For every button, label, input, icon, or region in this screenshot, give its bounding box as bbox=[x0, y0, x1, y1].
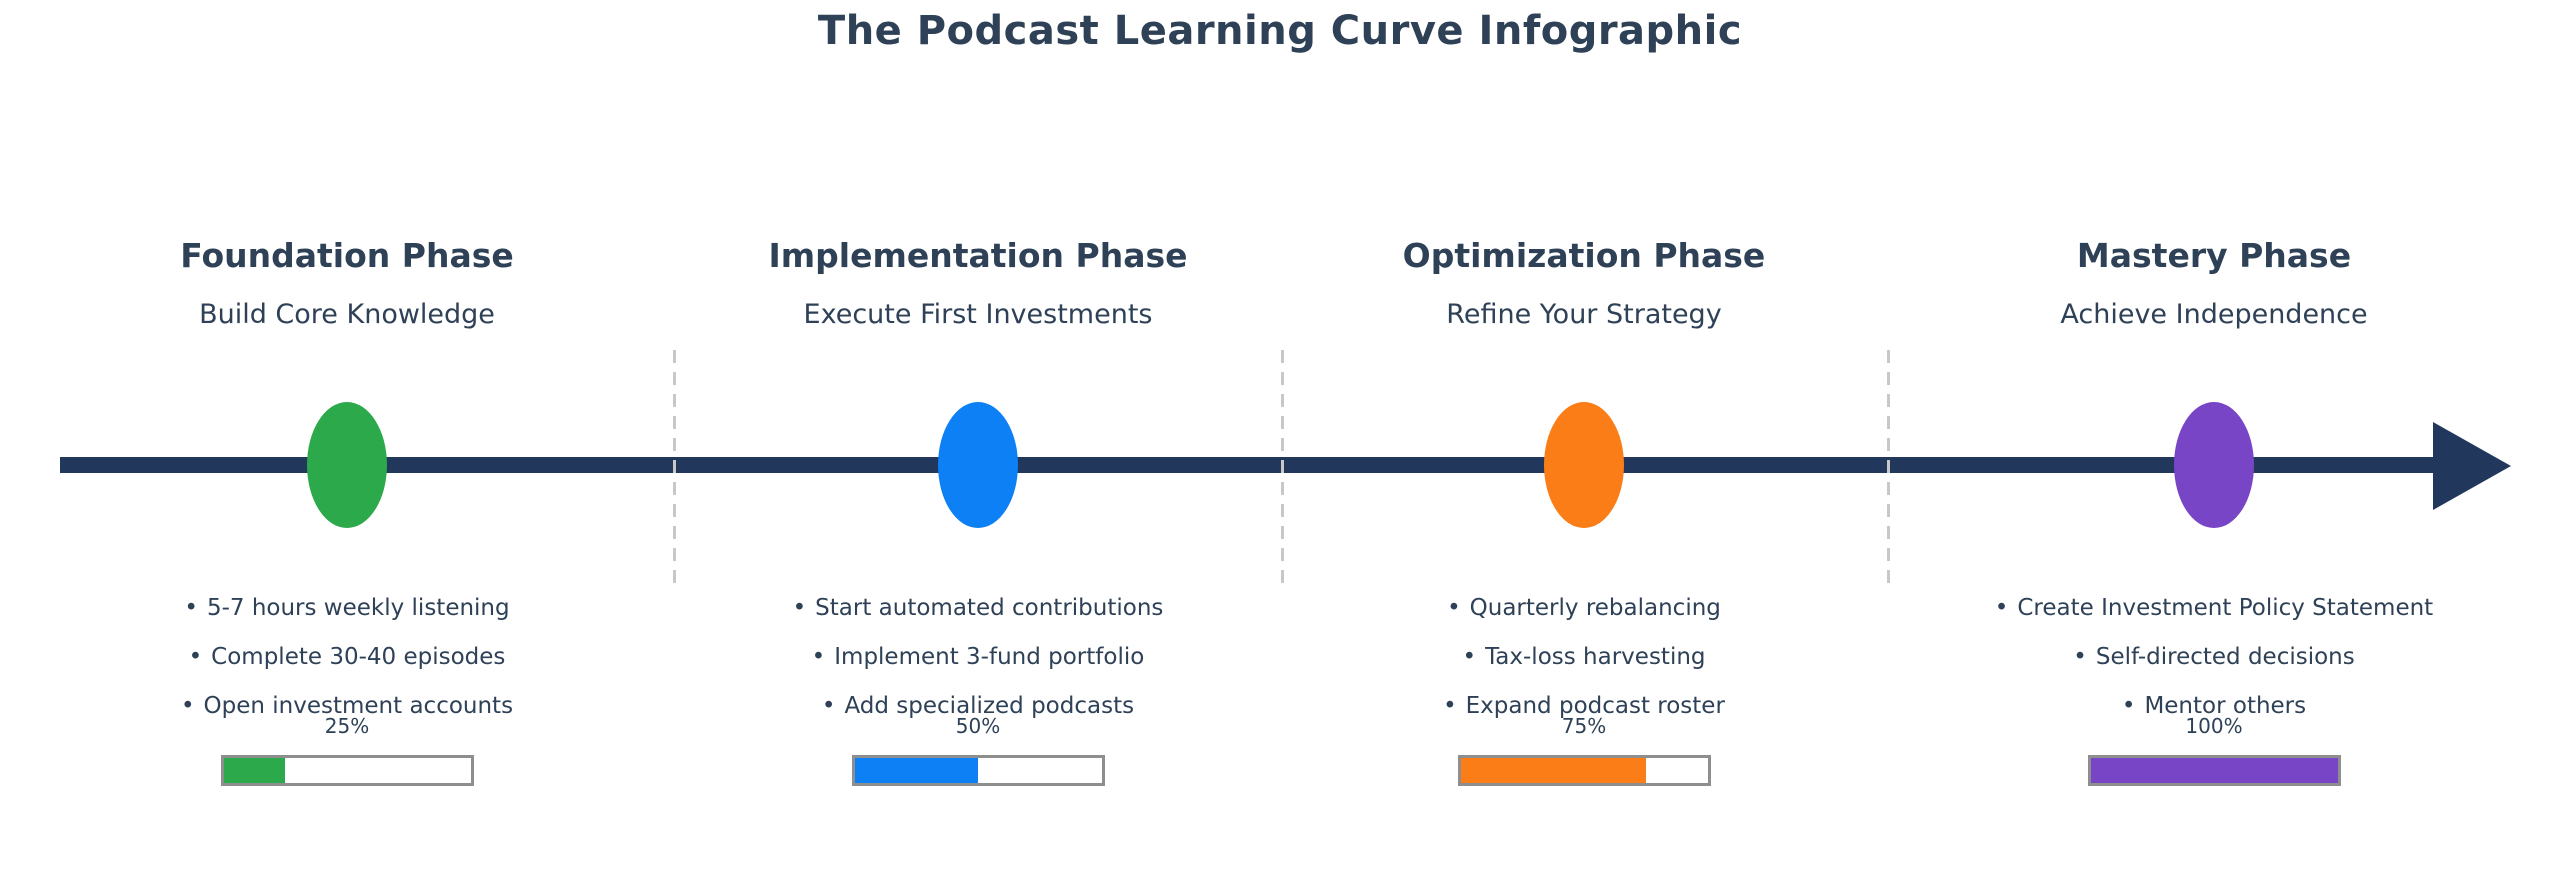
bullet-text: 5-7 hours weekly listening bbox=[206, 595, 510, 621]
bullet-dot-icon: • bbox=[188, 644, 203, 670]
milestone-ellipse-icon bbox=[2174, 402, 2254, 528]
timeline-line bbox=[60, 457, 2433, 473]
progress-percent-label: 25% bbox=[324, 714, 370, 738]
phase-name: Mastery Phase bbox=[2076, 236, 2352, 275]
phase-separator-1 bbox=[673, 350, 676, 587]
bullet-item: • Start automated contributions bbox=[678, 584, 1278, 633]
bullet-text: Quarterly rebalancing bbox=[1469, 595, 1721, 621]
phase-subtitle: Execute First Investments bbox=[803, 299, 1153, 330]
phase-name: Foundation Phase bbox=[180, 236, 514, 275]
bullet-item: • Implement 3-fund portfolio bbox=[678, 633, 1278, 682]
bullet-text: Expand podcast roster bbox=[1465, 693, 1725, 719]
phase-name: Optimization Phase bbox=[1402, 236, 1766, 275]
phase-subtitle: Refine Your Strategy bbox=[1446, 299, 1722, 330]
bullet-dot-icon: • bbox=[2121, 693, 2136, 719]
bullet-dot-icon: • bbox=[1994, 595, 2009, 621]
bullet-item: • Self-directed decisions bbox=[1914, 633, 2514, 682]
bullet-dot-icon: • bbox=[180, 693, 195, 719]
bullet-item: • Create Investment Policy Statement bbox=[1914, 584, 2514, 633]
phase-separator-2 bbox=[1281, 350, 1284, 587]
bullet-dot-icon: • bbox=[1447, 595, 1461, 621]
progress-bar bbox=[1457, 755, 1711, 786]
bullet-text: Complete 30-40 episodes bbox=[211, 644, 506, 670]
bullet-item: • Open investment accounts bbox=[47, 682, 647, 731]
bullet-item: • Add specialized podcasts bbox=[678, 682, 1278, 731]
bullet-text: Self-directed decisions bbox=[2095, 644, 2355, 670]
bullet-text: Implement 3-fund portfolio bbox=[834, 644, 1145, 670]
bullet-dot-icon: • bbox=[792, 595, 807, 621]
bullet-dot-icon: • bbox=[2073, 644, 2087, 670]
phase-bullet-list: • Start automated contributions • Implemen… bbox=[678, 584, 1278, 731]
bullet-item: • Quarterly rebalancing bbox=[1284, 584, 1884, 633]
bullet-dot-icon: • bbox=[1443, 693, 1457, 719]
milestone-ellipse-icon bbox=[307, 402, 387, 528]
bullet-dot-icon: • bbox=[184, 595, 198, 621]
phase-bullet-list: • 5-7 hours weekly listening • Complete 30… bbox=[47, 584, 647, 731]
arrow-right-icon bbox=[2433, 422, 2511, 510]
phase-separator-3 bbox=[1887, 350, 1890, 587]
phase-column-implementation: Implementation Phase Execute First Inves… bbox=[678, 0, 1278, 884]
progress-bar bbox=[851, 755, 1105, 786]
bullet-item: • 5-7 hours weekly listening bbox=[47, 584, 647, 633]
bullet-text: Tax-loss harvesting bbox=[1485, 644, 1706, 670]
bullet-text: Create Investment Policy Statement bbox=[2017, 595, 2434, 621]
progress-percent-label: 75% bbox=[1561, 714, 1607, 738]
bullet-dot-icon: • bbox=[811, 644, 826, 670]
bullet-item: • Expand podcast roster bbox=[1284, 682, 1884, 731]
progress-bar bbox=[220, 755, 474, 786]
bullet-text: Add specialized podcasts bbox=[844, 693, 1135, 719]
bullet-item: • Complete 30-40 episodes bbox=[47, 633, 647, 682]
phase-subtitle: Achieve Independence bbox=[2060, 299, 2368, 330]
bullet-item: • Mentor others bbox=[1914, 682, 2514, 731]
phase-bullet-list: • Create Investment Policy Statement • Sel… bbox=[1914, 584, 2514, 731]
phase-bullet-list: • Quarterly rebalancing • Tax-loss harvest… bbox=[1284, 584, 1884, 731]
progress-bar-fill bbox=[2090, 758, 2338, 783]
phase-column-foundation: Foundation Phase Build Core Knowledge • 5… bbox=[47, 0, 647, 884]
milestone-ellipse-icon bbox=[1544, 402, 1624, 528]
bullet-text: Open investment accounts bbox=[203, 693, 514, 719]
phase-column-mastery: Mastery Phase Achieve Independence • Crea… bbox=[1914, 0, 2514, 884]
progress-percent-label: 50% bbox=[955, 714, 1001, 738]
bullet-dot-icon: • bbox=[821, 693, 836, 719]
phase-name: Implementation Phase bbox=[768, 236, 1188, 275]
bullet-dot-icon: • bbox=[1462, 644, 1477, 670]
bullet-text: Mentor others bbox=[2144, 693, 2307, 719]
milestone-ellipse-icon bbox=[938, 402, 1018, 528]
progress-bar-fill bbox=[1460, 758, 1646, 783]
progress-bar-fill bbox=[223, 758, 286, 783]
progress-percent-label: 100% bbox=[2185, 714, 2243, 738]
phase-subtitle: Build Core Knowledge bbox=[199, 299, 495, 330]
progress-bar-fill bbox=[854, 758, 978, 783]
phase-column-optimization: Optimization Phase Refine Your Strategy … bbox=[1284, 0, 1884, 884]
infographic-title: The Podcast Learning Curve Infographic bbox=[817, 8, 1743, 54]
progress-bar bbox=[2087, 755, 2341, 786]
bullet-text: Start automated contributions bbox=[815, 595, 1164, 621]
bullet-item: • Tax-loss harvesting bbox=[1284, 633, 1884, 682]
